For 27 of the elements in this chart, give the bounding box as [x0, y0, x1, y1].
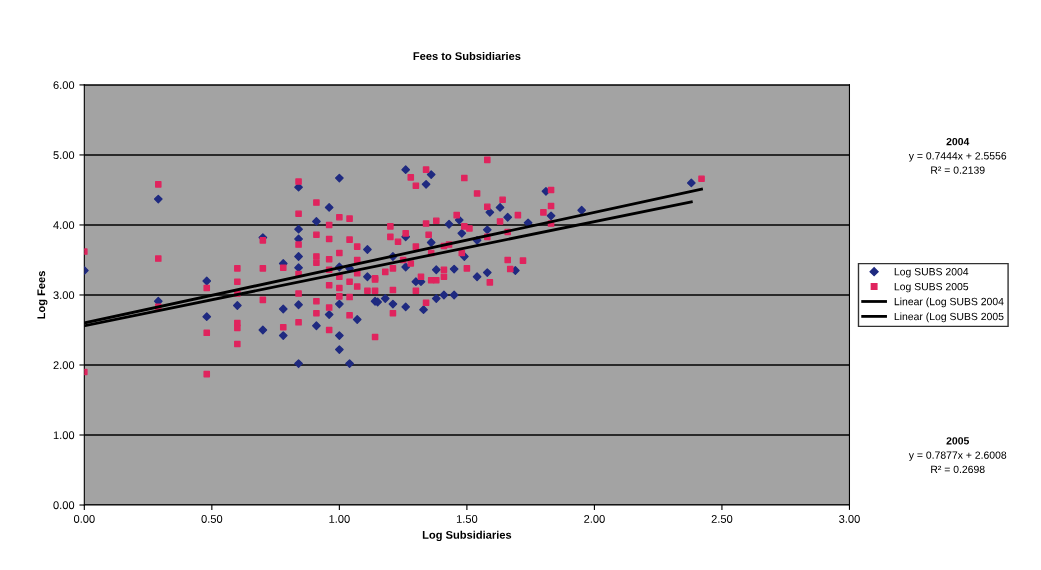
x-tick-label: 2.00 — [584, 515, 605, 523]
y-tick-label: 0.00 — [53, 501, 75, 510]
y-tick-label: 5.00 — [53, 151, 75, 160]
text: 2004 — [946, 137, 970, 146]
legend-label: Linear (Log SUBS 2005 — [894, 312, 1004, 323]
x-tick-label: 2.50 — [711, 515, 733, 523]
x-tick-label: 3.00 — [839, 515, 860, 523]
x-tick-label: 0.00 — [73, 515, 95, 523]
y-tick-label: 2.00 — [53, 361, 75, 370]
legend-label: Linear (Log SUBS 2004 — [894, 297, 1004, 308]
legend-label: Log SUBS 2004 — [894, 268, 969, 278]
text: 2005 — [946, 437, 970, 445]
x-tick-label: 1.00 — [329, 515, 350, 523]
text: y = 0.7877x + 2.6008 — [908, 451, 1007, 461]
legend-label: Log SUBS 2005 — [894, 282, 969, 293]
y-tick-label: 6.00 — [53, 81, 75, 90]
y-tick-label: 1.00 — [53, 431, 75, 440]
text: y = 0.7444x + 2.5556 — [908, 152, 1007, 162]
y-axis-title: Log Fees — [37, 271, 48, 319]
text: R² = 0.2698 — [931, 465, 985, 474]
x-tick-label: 1.50 — [456, 515, 478, 523]
y-tick-label: 4.00 — [53, 221, 75, 230]
y-tick-label: 3.00 — [53, 291, 75, 300]
text: R² = 0.2139 — [931, 166, 985, 174]
x-tick-label: 0.50 — [201, 515, 223, 523]
chart-title: Fees to Subsidiaries — [413, 51, 521, 61]
x-axis-title: Log Subsidiaries — [422, 530, 512, 542]
